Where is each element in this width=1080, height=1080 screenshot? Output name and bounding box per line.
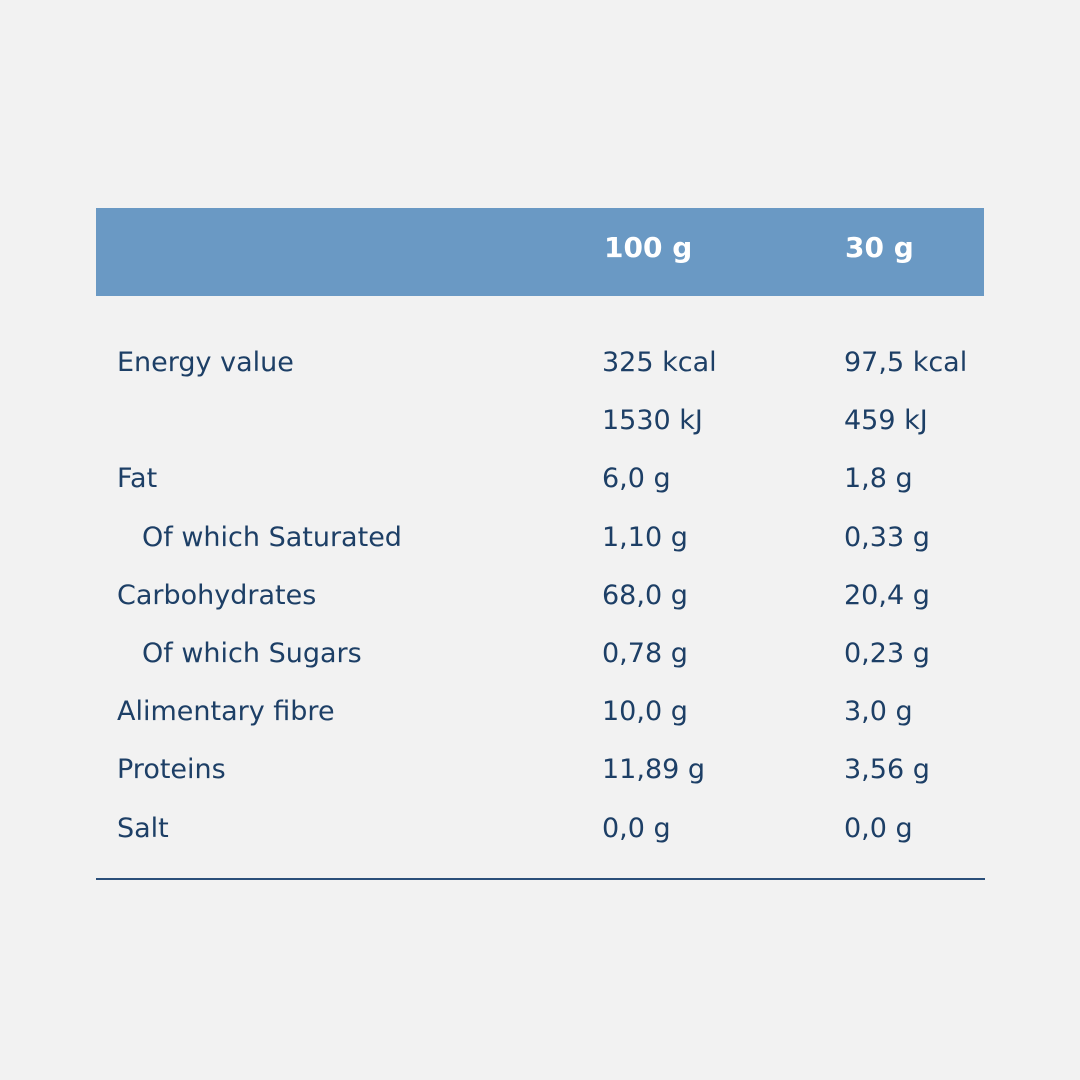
table-body: Energy value 325 kcal 97,5 kcal 1530 kJ … bbox=[96, 334, 984, 858]
row-label: Fat bbox=[117, 463, 158, 495]
table-row-fibre: Alimentary fibre 10,0 g 3,0 g bbox=[96, 683, 984, 741]
value-30g: 0,33 g bbox=[844, 521, 930, 553]
row-label: Alimentary fibre bbox=[117, 696, 335, 728]
value-100g: 0,0 g bbox=[602, 812, 671, 844]
value-100g: 325 kcal bbox=[602, 347, 717, 378]
value-100g: 6,0 g bbox=[602, 463, 671, 495]
value-30g: 459 kJ bbox=[844, 405, 928, 437]
table-row-saturated: Of which Saturated 1,10 g 0,33 g bbox=[96, 509, 984, 567]
table-row-sugars: Of which Sugars 0,78 g 0,23 g bbox=[96, 625, 984, 683]
row-label: Of which Saturated bbox=[142, 521, 402, 553]
value-100g: 1530 kJ bbox=[602, 405, 703, 437]
value-30g: 1,8 g bbox=[844, 463, 913, 495]
value-100g: 11,89 g bbox=[602, 754, 706, 786]
bottom-divider bbox=[96, 878, 985, 880]
value-30g: 3,0 g bbox=[844, 696, 913, 728]
table-row-proteins: Proteins 11,89 g 3,56 g bbox=[96, 741, 984, 799]
table-row-carbohydrates: Carbohydrates 68,0 g 20,4 g bbox=[96, 567, 984, 625]
row-label: Carbohydrates bbox=[117, 579, 317, 611]
table-row-energy-kj: 1530 kJ 459 kJ bbox=[96, 392, 984, 450]
nutrition-table: 100 g 30 g Energy value 325 kcal 97,5 kc… bbox=[96, 208, 984, 858]
table-row-energy-kcal: Energy value 325 kcal 97,5 kcal bbox=[96, 334, 984, 392]
column-header-100g: 100 g bbox=[604, 231, 693, 264]
value-100g: 1,10 g bbox=[602, 521, 688, 553]
row-label: Energy value bbox=[117, 347, 294, 378]
row-label: Proteins bbox=[117, 754, 226, 786]
value-30g: 0,23 g bbox=[844, 637, 930, 669]
value-100g: 0,78 g bbox=[602, 637, 688, 669]
table-row-salt: Salt 0,0 g 0,0 g bbox=[96, 800, 984, 858]
value-100g: 68,0 g bbox=[602, 579, 688, 611]
value-30g: 97,5 kcal bbox=[844, 347, 968, 378]
value-30g: 0,0 g bbox=[844, 812, 913, 844]
table-header: 100 g 30 g bbox=[96, 208, 984, 296]
table-row-fat: Fat 6,0 g 1,8 g bbox=[96, 450, 984, 508]
row-label: Salt bbox=[117, 812, 169, 844]
row-label: Of which Sugars bbox=[142, 637, 362, 669]
column-header-30g: 30 g bbox=[845, 231, 914, 264]
value-30g: 20,4 g bbox=[844, 579, 930, 611]
value-100g: 10,0 g bbox=[602, 696, 688, 728]
value-30g: 3,56 g bbox=[844, 754, 930, 786]
